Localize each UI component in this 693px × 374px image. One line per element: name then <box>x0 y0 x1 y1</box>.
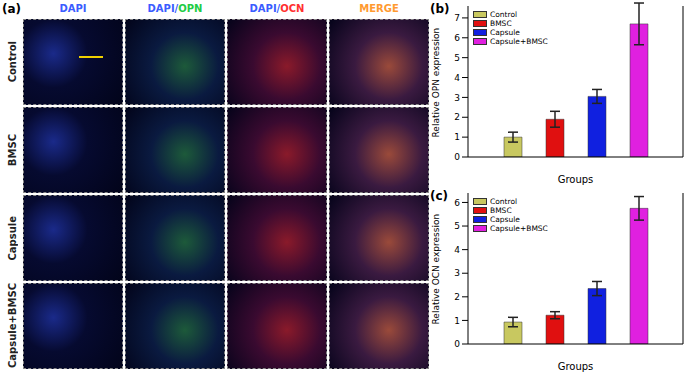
svg-text:Groups: Groups <box>558 361 594 372</box>
svg-text:6: 6 <box>454 33 460 43</box>
html-text:BMSC: BMSC <box>490 19 512 28</box>
svg-text:2: 2 <box>454 112 460 122</box>
html-text:Capsule+BMSC: Capsule+BMSC <box>490 37 548 46</box>
html-text:Capsule+BMSC: Capsule+BMSC <box>490 224 548 233</box>
svg-text:Groups: Groups <box>558 174 594 185</box>
html-text:(a): (a) <box>2 2 22 16</box>
svg-text:1: 1 <box>454 316 460 326</box>
svg-text:2: 2 <box>454 292 460 302</box>
svg-text:0: 0 <box>454 152 460 162</box>
svg-text:3: 3 <box>454 93 460 103</box>
html-text:Capsule: Capsule <box>490 28 520 37</box>
svg-text:7: 7 <box>454 13 460 23</box>
html-text:Control: Control <box>6 41 18 83</box>
svg-text:1: 1 <box>454 132 460 142</box>
svg-text:6: 6 <box>454 198 460 208</box>
html-text:(c): (c) <box>430 189 449 203</box>
html-text:Control: Control <box>490 197 518 206</box>
html-text:(b): (b) <box>430 2 450 16</box>
svg-text:5: 5 <box>454 53 460 63</box>
svg-text:Relative OCN expression: Relative OCN expression <box>431 214 441 325</box>
html-text:Capsule: Capsule <box>6 215 18 261</box>
svg-text:4: 4 <box>454 245 460 255</box>
html-text:Capsule+BMSC: Capsule+BMSC <box>6 283 18 369</box>
svg-text:Relative OPN expression: Relative OPN expression <box>431 28 441 138</box>
svg-text:3: 3 <box>454 268 460 278</box>
html-text:DAPI: DAPI <box>59 3 87 14</box>
html-text:BMSC: BMSC <box>490 206 512 215</box>
svg-text:0: 0 <box>454 339 460 349</box>
svg-text:4: 4 <box>454 73 460 83</box>
html-text:BMSC: BMSC <box>6 133 18 167</box>
html-text:DAPI / OPN: DAPI / OPN <box>147 3 203 14</box>
html-text:Capsule: Capsule <box>490 215 520 224</box>
html-text:DAPI / OCN: DAPI / OCN <box>249 3 305 14</box>
html-text:Control: Control <box>490 10 518 19</box>
svg-text:5: 5 <box>454 221 460 231</box>
html-text:MERGE: MERGE <box>359 3 399 14</box>
